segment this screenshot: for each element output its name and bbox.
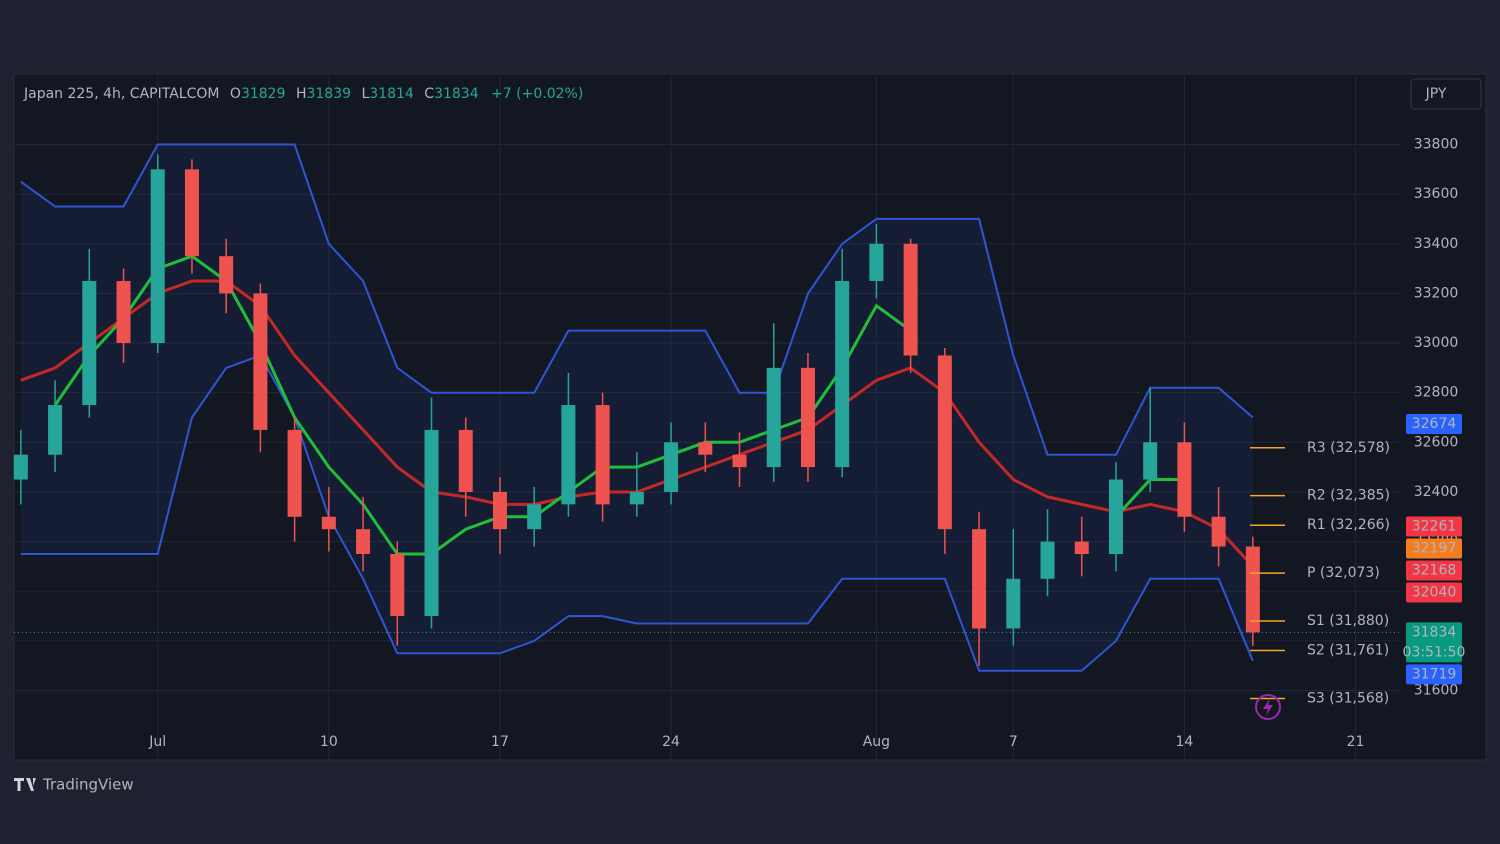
y-tick-label: 32800 — [1414, 385, 1459, 401]
pivot-label: P (32,073) — [1307, 565, 1380, 581]
candle-body — [1040, 541, 1055, 579]
legend-value: 31834 — [434, 86, 479, 102]
candle-body — [903, 243, 918, 356]
candle-body — [629, 491, 644, 505]
candle-body — [287, 429, 302, 517]
currency-button[interactable] — [1410, 78, 1482, 110]
candle-body — [869, 243, 884, 281]
candle-body — [1108, 479, 1123, 555]
price-tag-label: 32168 — [1412, 562, 1457, 578]
candle-body — [424, 429, 439, 617]
candle-body — [766, 367, 781, 468]
candle-body — [184, 169, 199, 257]
x-tick-label: 10 — [320, 734, 338, 750]
x-tick-label: 14 — [1175, 734, 1193, 750]
chart-legend: Japan 225, 4h, CAPITALCOM O31829 H31839 … — [23, 86, 583, 102]
candle-body — [82, 280, 97, 406]
price-tag — [1406, 538, 1462, 559]
x-tick-label: 17 — [491, 734, 509, 750]
legend-label: C — [424, 86, 434, 102]
candle-body — [937, 355, 952, 530]
candle-body — [595, 405, 610, 505]
price-tag — [1406, 413, 1462, 434]
currency-label[interactable]: JPY — [1425, 86, 1447, 102]
y-tick-label: 31600 — [1414, 683, 1459, 699]
y-tick-label: 33600 — [1414, 186, 1459, 202]
candle-body — [1211, 516, 1226, 547]
x-tick-label: 21 — [1347, 734, 1365, 750]
channel-lower — [20, 354, 1254, 672]
legend-label: H — [296, 86, 307, 102]
candle-body — [321, 516, 336, 530]
candle-body — [664, 442, 679, 492]
candle-body — [219, 256, 234, 294]
candle-body — [13, 454, 28, 480]
pivot-label: R2 (32,385) — [1307, 488, 1390, 504]
candle-body — [150, 169, 165, 344]
price-tag-label: 32261 — [1412, 518, 1457, 534]
legend-value: 31829 — [241, 86, 286, 102]
candle-body — [1143, 442, 1158, 480]
price-tag-label: 31834 — [1412, 624, 1457, 640]
legend-value: 31839 — [306, 86, 351, 102]
y-tick-label: 33800 — [1414, 136, 1459, 152]
candle-body — [561, 405, 576, 505]
legend-label: L — [361, 86, 369, 102]
candle-body — [458, 429, 473, 492]
y-tick-label: 33400 — [1414, 236, 1459, 252]
candle-body — [116, 280, 131, 344]
symbol-title: Japan 225, 4h, CAPITALCOM — [23, 86, 219, 102]
price-tag — [1406, 622, 1462, 663]
legend-value: 31814 — [369, 86, 414, 102]
candle-body — [527, 504, 542, 530]
candle-body — [390, 554, 405, 617]
price-tag-label: 32674 — [1412, 416, 1457, 432]
y-tick-label: 32600 — [1414, 434, 1459, 450]
pivot-label: S1 (31,880) — [1307, 613, 1389, 629]
alert-bolt — [1263, 698, 1273, 716]
price-tag-label: 32040 — [1412, 584, 1457, 600]
alert-icon[interactable] — [1255, 694, 1281, 720]
candle-body — [1245, 546, 1260, 633]
channel-upper — [20, 143, 1254, 456]
price-tag — [1406, 664, 1462, 685]
candle-body — [698, 442, 713, 455]
candle-body — [1177, 442, 1192, 517]
price-tag-label: 32197 — [1412, 540, 1457, 556]
candle-body — [835, 280, 850, 468]
candle-body — [48, 405, 63, 455]
x-tick-label: 24 — [662, 734, 680, 750]
candle-body — [253, 293, 268, 430]
y-tick-label: 33200 — [1414, 285, 1459, 301]
candle-body — [972, 529, 987, 629]
pivot-label: R1 (32,266) — [1307, 517, 1390, 533]
candle-body — [800, 367, 815, 468]
price-tag — [1406, 560, 1462, 581]
candle-body — [1006, 578, 1021, 629]
legend-change: +7 (+0.02%) — [491, 86, 583, 102]
candle-body — [492, 491, 507, 530]
legend-label: O — [230, 86, 241, 102]
x-tick-label: 7 — [1009, 734, 1018, 750]
pivot-label: S2 (31,761) — [1307, 643, 1389, 659]
price-tag — [1406, 516, 1462, 537]
candle-body — [356, 529, 371, 555]
candle-body — [1074, 541, 1089, 555]
x-tick-label: Aug — [863, 734, 890, 750]
x-tick-label: Jul — [148, 734, 166, 750]
price-tag — [1406, 582, 1462, 603]
y-tick-label: 33000 — [1414, 335, 1459, 351]
pivot-label: S3 (31,568) — [1307, 690, 1389, 706]
y-tick-label: 32400 — [1414, 484, 1459, 500]
candle-body — [732, 454, 747, 468]
brand-name: TradingView — [42, 776, 134, 794]
price-tag-label: 31719 — [1412, 666, 1457, 682]
countdown: 03:51:50 — [1403, 644, 1466, 660]
brand-logo — [14, 778, 36, 791]
pivot-label: R3 (32,578) — [1307, 440, 1390, 456]
